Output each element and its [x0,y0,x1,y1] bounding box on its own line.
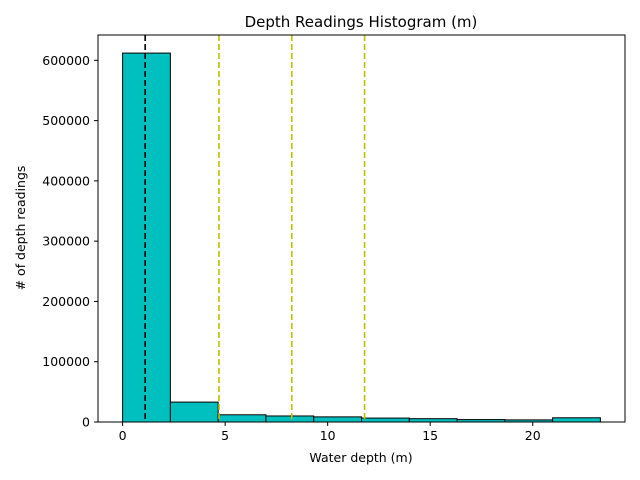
histogram-bar-2 [169,401,219,423]
y-tick-label: 300000 [42,234,90,249]
histogram-bar-5 [313,416,363,423]
histogram-bar-4 [265,415,315,423]
y-axis-ticks: 0 100000 200000 300000 400000 500000 600000 [42,53,98,430]
reference-lines-layer [144,35,366,422]
histogram-bar-6 [361,417,410,423]
x-axis-label: Water depth (m) [309,450,412,465]
x-tick-label: 15 [422,428,438,443]
y-tick-label: 200000 [42,294,90,309]
histogram-bar-1 [122,52,171,423]
y-tick-label: 0 [82,415,90,430]
chart-title: Depth Readings Histogram (m) [245,13,478,31]
plot-area-frame [97,34,626,423]
y-axis-label: # of depth readings [13,166,28,291]
y-tick-label: 100000 [42,354,90,369]
histogram-bar-3 [217,414,267,423]
x-tick-label: 20 [525,428,541,443]
x-tick-label: 0 [119,428,127,443]
histogram-bar-10 [552,417,601,423]
bars-layer [122,52,601,423]
y-tick-label: 600000 [42,53,90,68]
y-tick-label: 400000 [42,173,90,188]
y-tick-label: 500000 [42,113,90,128]
x-tick-label: 5 [221,428,229,443]
x-axis-ticks: 0 5 10 15 20 [119,422,541,443]
x-tick-label: 10 [320,428,336,443]
